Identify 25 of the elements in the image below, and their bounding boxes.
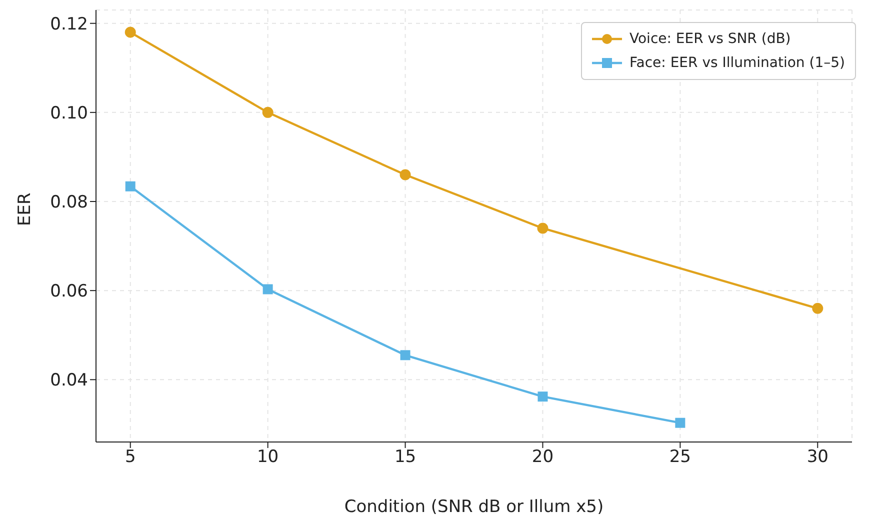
- point: [125, 181, 136, 192]
- x-tick-label: 20: [532, 447, 554, 468]
- x-tick-label: 25: [669, 447, 691, 468]
- x-tick-label: 5: [124, 447, 136, 468]
- y-tick-label: 0.12: [50, 14, 88, 34]
- y-tick-label: 0.06: [50, 282, 88, 302]
- point: [538, 392, 548, 402]
- point: [537, 222, 548, 234]
- x-tick-label: 10: [257, 447, 279, 468]
- legend-label: Voice: EER vs SNR (dB): [630, 30, 791, 49]
- point: [124, 26, 136, 38]
- point: [262, 284, 273, 294]
- x-tick-label: 30: [806, 447, 828, 468]
- point: [400, 350, 410, 360]
- legend-label: Face: EER vs Illumination (1–5): [630, 54, 845, 73]
- y-axis-title: EER: [15, 192, 36, 226]
- point: [675, 418, 686, 428]
- y-tick-label: 0.08: [50, 192, 88, 213]
- point: [400, 169, 411, 180]
- x-axis-title: Condition (SNR dB or Illum x5): [344, 497, 604, 517]
- y-tick-label: 0.04: [50, 370, 88, 391]
- point: [262, 106, 274, 118]
- point: [812, 302, 824, 314]
- x-tick-label: 15: [394, 447, 416, 468]
- y-tick-label: 0.10: [50, 103, 88, 124]
